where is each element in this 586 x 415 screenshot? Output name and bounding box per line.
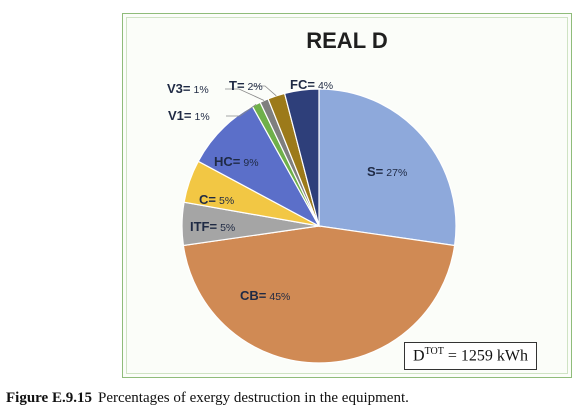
chart-title: REAL D [306,28,388,53]
dtot-value: 1259 [460,347,493,365]
slice-label-fc: FC= 4% [290,76,333,94]
slice-s [318,88,457,247]
slice-separator-c: = [208,192,216,207]
slice-percent-itf: 5% [220,222,236,234]
caption-text: Percentages of exergy destruction in the… [97,390,409,406]
slice-fc [283,88,320,227]
slice-separator-v3: = [182,81,191,96]
slice-percent-cb: 45% [269,291,291,303]
slice-label-t: T= 2% [229,77,263,95]
slice-label-itf: ITF= 5% [190,218,235,236]
slice-label-v1: V1= 1% [168,107,210,125]
slice-separator-fc: = [307,77,315,92]
dtot-unit: kWh [496,347,528,365]
slice-category-itf: ITF [190,219,210,234]
slice-percent-hc: 9% [243,157,259,169]
slice-percent-v1: 1% [194,111,210,123]
slice-percent-t: 2% [247,81,263,93]
slice-percent-s: 27% [386,167,408,179]
slice-category-fc: FC [290,77,308,92]
slice-separator-cb: = [258,288,267,303]
figure-caption: Figure E.9.15 Percentages of exergy destr… [6,390,409,407]
slice-percent-v3: 1% [193,84,209,96]
slice-percent-fc: 4% [317,80,334,92]
slice-category-v3: V3 [167,81,183,96]
leader-line-v1 [226,103,257,117]
leader-line-t [251,85,277,97]
dtot-superscript: TOT [424,346,444,357]
dtot-equals: = [447,347,457,365]
slice-category-cb: CB [240,288,259,303]
slice-label-v3: V3= 1% [167,80,209,98]
slice-separator-v1: = [183,108,192,123]
slice-category-s: S [367,164,376,179]
total-destruction-box: DTOT = 1259 kWh [404,342,537,371]
slice-cb [182,225,456,364]
slice-percent-c: 5% [218,195,235,207]
slice-separator-hc: = [232,154,241,169]
slice-label-hc: HC= 9% [214,153,259,171]
slice-hc [197,105,321,228]
figure-label: Figure E.9.15 [6,390,92,406]
pie-chart [181,85,457,364]
slice-category-c: C [199,192,209,207]
leader-line-v3 [225,88,265,101]
slice-category-t: T [229,78,237,93]
slice-separator-s: = [375,164,384,179]
slice-label-s: S= 27% [367,163,407,181]
slice-category-hc: HC [214,154,233,169]
dtot-symbol: D [413,347,425,365]
slice-separator-t: = [236,78,245,93]
slice-separator-itf: = [209,219,218,234]
slice-category-v1: V1 [168,108,184,123]
slice-label-cb: CB= 45% [240,287,290,305]
slice-label-c: C= 5% [199,191,234,209]
chart-inner-border [126,17,568,374]
